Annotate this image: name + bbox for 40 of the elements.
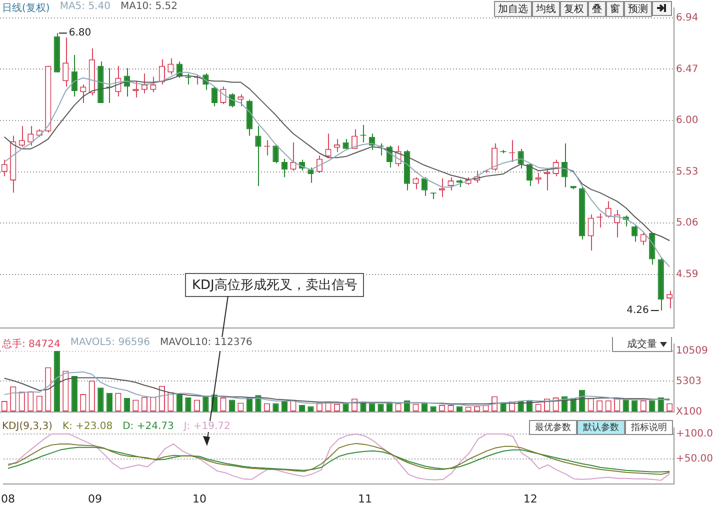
- x-tick-label: 12: [523, 492, 538, 506]
- y-tick-label: 6.94: [676, 12, 698, 24]
- x-tick-label: 08: [1, 492, 15, 506]
- annotation: 均线: [532, 1, 560, 17]
- y-tick-label: 6.47: [676, 64, 698, 75]
- annotation: 复权: [560, 1, 588, 17]
- annotation: 4.26: [626, 305, 649, 316]
- series-label: J: +19.72: [184, 421, 230, 432]
- chart-title: 日线(复权): [2, 2, 50, 15]
- text: MAVOL5: 96596: [70, 337, 150, 350]
- annotation: 加自选: [494, 1, 532, 17]
- annotation: 窗: [606, 1, 624, 17]
- y-tick-label: X100: [676, 406, 702, 418]
- y-tick-label: 6.00: [676, 115, 698, 126]
- y-tick-label: 4.59: [676, 269, 698, 280]
- annotation: KDJ高位形成死叉，卖出信号: [185, 273, 364, 297]
- text: D: +24.73: [122, 421, 174, 432]
- series-label: 总手: 84724: [2, 338, 60, 351]
- y-tick-label: 5.53: [676, 166, 698, 178]
- text: MAVOL10: 112376: [160, 337, 252, 350]
- annotation: 预测: [624, 1, 652, 17]
- annotation: 指标说明: [625, 420, 673, 435]
- x-tick-label: 10: [192, 492, 207, 506]
- annotation: 6.80: [68, 28, 92, 39]
- x-tick-label: 09: [88, 492, 102, 506]
- dropdown-field: 成交量: [612, 337, 672, 352]
- text: MA5: 5.40: [60, 1, 110, 14]
- y-tick-label: 5303: [676, 376, 702, 387]
- y-tick-label: 5.06: [676, 218, 698, 229]
- annotation: 成交量: [626, 339, 657, 350]
- series-label: K: +23.08: [62, 421, 113, 432]
- legend-title: KDJ(9,3,3): [2, 421, 52, 432]
- text: MA10: 5.52: [120, 1, 178, 14]
- y-tick-label: +100.0: [676, 428, 714, 440]
- annotation: 最优参数: [529, 420, 577, 435]
- y-tick-label: 10509: [676, 346, 708, 357]
- annotation: 默认参数: [577, 420, 625, 435]
- y-tick-label: +50.00: [676, 453, 714, 464]
- x-tick-label: 11: [358, 492, 372, 506]
- annotation: 叠: [588, 1, 606, 17]
